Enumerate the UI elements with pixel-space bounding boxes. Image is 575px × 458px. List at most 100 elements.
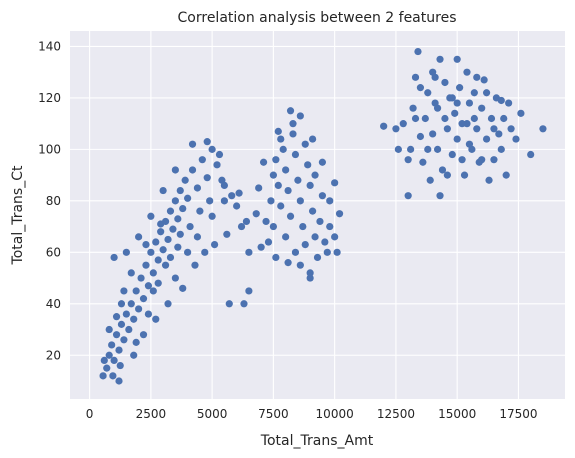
scatter-point [179, 204, 187, 213]
scatter-point [100, 356, 108, 364]
scatter-point [487, 114, 496, 123]
scatter-point [198, 156, 206, 164]
scatter-point [159, 186, 167, 195]
scatter-point [497, 96, 505, 105]
y-tick-labels: 20 40 60 80 100 120 140 [38, 39, 61, 362]
scatter-point [176, 230, 184, 238]
scatter-point [470, 89, 478, 97]
scatter-point [500, 114, 508, 123]
scatter-point [433, 104, 442, 112]
scatter-point [132, 287, 140, 295]
scatter-point [460, 171, 469, 179]
scatter-point [308, 135, 317, 143]
scatter-point [117, 320, 126, 328]
scatter-point [304, 161, 312, 169]
scatter-point [174, 215, 182, 223]
scatter-point [210, 240, 219, 249]
scatter-point [120, 336, 128, 344]
scatter-point [495, 130, 503, 138]
scatter-point [181, 176, 189, 184]
scatter-point [333, 248, 341, 256]
scatter-point [438, 166, 447, 174]
scatter-point [313, 253, 322, 262]
scatter-point [443, 171, 451, 179]
scatter-point [311, 233, 319, 241]
scatter-point [122, 248, 130, 256]
scatter-point [291, 248, 300, 256]
scatter-point [539, 125, 547, 133]
scatter-point [130, 315, 138, 323]
scatter-point [335, 210, 344, 218]
scatter-point [289, 120, 297, 128]
scatter-point [149, 287, 157, 295]
scatter-point [166, 253, 175, 262]
scatter-point [321, 238, 329, 246]
scatter-point [404, 192, 412, 200]
scatter-point [208, 145, 216, 153]
scatter-point [505, 99, 513, 107]
y-tick-label: 100 [38, 142, 61, 156]
scatter-point [316, 217, 324, 226]
scatter-point [169, 225, 177, 233]
scatter-point [480, 76, 488, 84]
y-tick-label: 120 [38, 91, 61, 105]
scatter-point [147, 248, 155, 256]
scatter-point [424, 89, 432, 97]
scatter-point [409, 104, 417, 112]
x-tick-label: 10000 [316, 407, 354, 421]
scatter-point [331, 233, 339, 241]
scatter-point [453, 135, 461, 143]
scatter-point [240, 300, 248, 308]
scatter-point [157, 228, 165, 236]
scatter-point [159, 246, 167, 254]
scatter-point [326, 197, 334, 205]
scatter-point [482, 135, 491, 143]
scatter-point [269, 171, 277, 179]
scatter-point [473, 73, 481, 81]
scatter-point [331, 179, 339, 187]
scatter-point [421, 114, 429, 123]
scatter-point [279, 145, 287, 153]
scatter-point [502, 171, 510, 179]
scatter-point [429, 130, 437, 138]
scatter-point [147, 212, 155, 220]
scatter-point [414, 47, 422, 56]
scatter-point [274, 127, 282, 135]
x-tick-label: 7500 [258, 407, 289, 421]
scatter-point [416, 132, 425, 141]
scatter-point [171, 166, 179, 174]
scatter-point [527, 150, 535, 159]
scatter-point [441, 114, 449, 123]
scatter-point [448, 94, 456, 102]
scatter-point [201, 248, 209, 256]
scatter-point [306, 274, 314, 282]
scatter-point [152, 238, 160, 246]
scatter-point [448, 150, 456, 159]
scatter-point [206, 197, 214, 205]
scatter-point [407, 145, 415, 153]
scatter-point [465, 99, 474, 107]
scatter-point [490, 156, 498, 164]
scatter-point [318, 192, 327, 200]
scatter-point [218, 176, 226, 184]
scatter-point [436, 55, 444, 63]
scatter-point [174, 243, 182, 251]
scatter-point [117, 300, 126, 308]
scatter-point [416, 84, 425, 92]
scatter-point [208, 212, 216, 220]
x-tick-label: 15000 [438, 407, 476, 421]
x-tick-label: 17500 [499, 407, 537, 421]
scatter-point [272, 156, 280, 164]
scatter-point [282, 166, 290, 174]
scatter-point [110, 356, 118, 364]
x-tick-label: 2500 [136, 407, 167, 421]
scatter-point [306, 269, 314, 277]
scatter-point [441, 78, 449, 87]
scatter-point [463, 68, 471, 76]
scatter-point [291, 150, 300, 159]
scatter-point [431, 73, 439, 81]
scatter-point [203, 174, 211, 182]
scatter-point [436, 192, 444, 200]
scatter-point [311, 171, 319, 179]
